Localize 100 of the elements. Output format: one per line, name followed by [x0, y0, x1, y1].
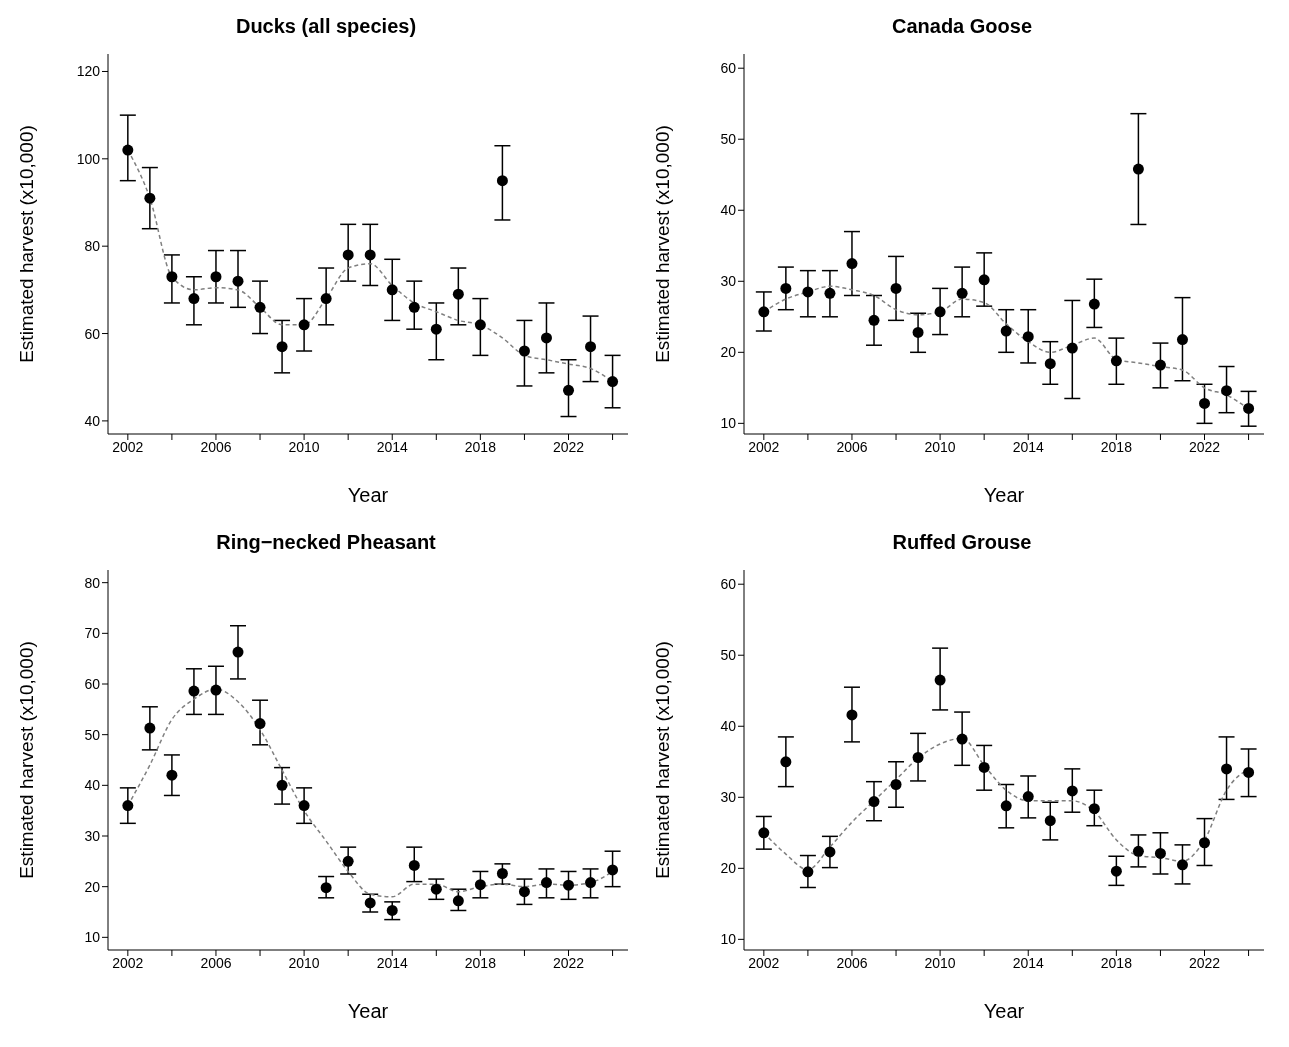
point: [166, 769, 178, 781]
y-tick-label: 80: [84, 238, 101, 255]
point: [474, 879, 486, 891]
chart-title: Ruffed Grouse: [891, 530, 1033, 555]
point: [232, 646, 244, 658]
point: [320, 293, 332, 305]
y-tick-label: 30: [720, 273, 737, 290]
y-tick-label: 70: [84, 625, 101, 642]
x-tick-label: 2002: [748, 954, 780, 971]
point: [1088, 298, 1100, 310]
point: [934, 306, 946, 318]
point: [144, 722, 156, 734]
x-tick-label: 2006: [836, 438, 868, 455]
x-tick-label: 2022: [552, 438, 585, 455]
x-tick-label: 2018: [464, 954, 497, 971]
point: [956, 287, 968, 299]
y-tick-label: 60: [84, 325, 101, 342]
point: [1221, 763, 1233, 775]
point: [912, 752, 924, 764]
x-axis-title: Year: [983, 1000, 1025, 1022]
x-tick-label: 2014: [376, 954, 409, 971]
y-tick-label: 60: [720, 576, 737, 593]
point: [122, 144, 134, 156]
point: [342, 249, 354, 261]
point: [802, 866, 814, 878]
point: [1199, 397, 1211, 409]
y-axis-title: Estimated harvest (x10,000): [15, 125, 37, 363]
point: [364, 897, 376, 909]
y-tick-label: 60: [720, 60, 737, 77]
point: [408, 301, 420, 313]
point: [518, 886, 530, 898]
point: [1066, 785, 1078, 797]
point: [890, 282, 902, 294]
y-tick-label: 60: [84, 675, 101, 692]
point: [890, 779, 902, 791]
x-tick-label: 2002: [112, 954, 144, 971]
x-tick-label: 2002: [748, 438, 780, 455]
point: [474, 319, 486, 331]
x-axis-title: Year: [347, 484, 389, 506]
point: [1044, 815, 1056, 827]
point: [540, 877, 552, 889]
y-tick-label: 40: [720, 718, 737, 735]
point: [232, 275, 244, 287]
y-tick-label: 30: [720, 789, 737, 806]
point: [758, 827, 770, 839]
y-tick-label: 40: [84, 412, 101, 429]
point: [1000, 325, 1012, 337]
y-tick-label: 20: [84, 878, 101, 895]
point: [1066, 342, 1078, 354]
y-tick-label: 40: [720, 202, 737, 219]
x-tick-label: 2014: [1012, 438, 1045, 455]
x-tick-label: 2010: [288, 438, 320, 455]
point: [188, 685, 200, 697]
point: [1110, 355, 1122, 367]
point: [254, 718, 266, 730]
x-tick-label: 2014: [1012, 954, 1045, 971]
point: [254, 301, 266, 313]
y-tick-label: 10: [720, 415, 737, 432]
point: [607, 864, 619, 876]
point: [585, 341, 597, 353]
y-tick-label: 10: [720, 931, 737, 948]
point: [1221, 385, 1233, 397]
point: [1243, 402, 1255, 414]
point: [386, 904, 398, 916]
point: [144, 192, 156, 204]
point: [1176, 859, 1188, 871]
point: [846, 258, 858, 270]
point: [298, 319, 310, 331]
y-tick-label: 120: [76, 63, 101, 80]
point: [1132, 845, 1144, 857]
point: [824, 846, 836, 858]
point: [1088, 803, 1100, 815]
y-tick-label: 40: [84, 777, 101, 794]
point: [188, 293, 200, 305]
x-tick-label: 2018: [1100, 954, 1133, 971]
y-tick-label: 50: [720, 647, 737, 664]
point: [1022, 331, 1034, 343]
point: [1199, 837, 1211, 849]
point: [868, 314, 880, 326]
y-tick-label: 30: [84, 827, 101, 844]
point: [1044, 358, 1056, 370]
point: [496, 175, 508, 187]
x-tick-label: 2006: [836, 954, 868, 971]
point: [364, 249, 376, 261]
x-tick-label: 2018: [464, 438, 497, 455]
y-tick-label: 80: [84, 574, 101, 591]
point: [276, 779, 288, 791]
y-tick-label: 50: [84, 726, 101, 743]
x-tick-label: 2006: [200, 438, 232, 455]
point: [758, 306, 770, 318]
x-tick-label: 2022: [1188, 954, 1221, 971]
point: [210, 271, 222, 283]
point: [1154, 847, 1166, 859]
x-tick-label: 2010: [288, 954, 320, 971]
point: [780, 756, 792, 768]
point: [846, 709, 858, 721]
point: [1132, 163, 1144, 175]
point: [1154, 359, 1166, 371]
point: [563, 879, 575, 891]
point: [276, 341, 288, 353]
